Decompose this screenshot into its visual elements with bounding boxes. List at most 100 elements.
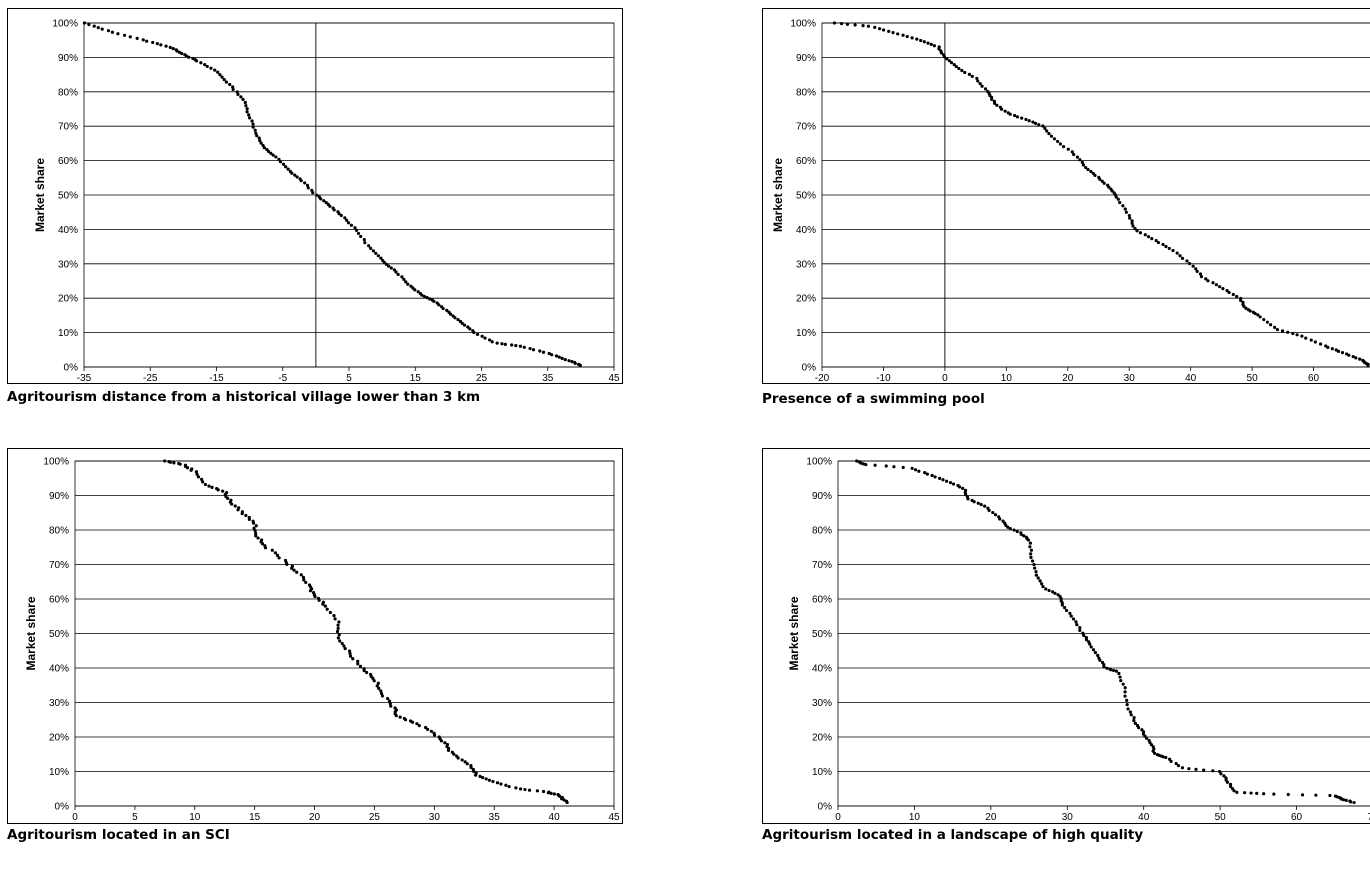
data-point	[1098, 658, 1102, 662]
data-point	[247, 113, 251, 117]
data-point	[1040, 582, 1044, 586]
data-point	[1058, 142, 1063, 146]
data-point	[1239, 298, 1243, 302]
data-point	[371, 249, 376, 253]
y-tick-label: 0%	[55, 802, 70, 813]
data-point	[241, 97, 245, 102]
data-point	[1262, 792, 1266, 796]
data-point	[1019, 532, 1023, 536]
data-point	[394, 270, 398, 274]
data-point	[554, 354, 559, 358]
data-point	[441, 306, 445, 311]
data-point	[832, 21, 837, 25]
data-point	[310, 188, 314, 192]
data-point	[1088, 642, 1092, 646]
data-point	[541, 350, 546, 354]
data-point	[1064, 608, 1069, 613]
data-point	[284, 165, 288, 169]
data-point	[1161, 755, 1165, 759]
data-point	[535, 789, 540, 793]
data-point	[301, 575, 306, 579]
data-point	[254, 524, 258, 528]
data-point	[351, 657, 355, 661]
data-point	[1164, 755, 1168, 760]
data-point	[1167, 246, 1171, 251]
data-point	[274, 155, 278, 159]
data-point	[389, 704, 393, 708]
data-point	[1265, 320, 1269, 324]
data-point	[887, 29, 891, 33]
data-point	[1171, 248, 1175, 253]
data-point	[271, 153, 275, 157]
data-point	[216, 70, 220, 74]
data-point	[1180, 256, 1185, 260]
data-point	[1249, 791, 1253, 795]
data-point	[1128, 710, 1132, 714]
data-point	[343, 216, 347, 220]
data-point	[1144, 736, 1149, 740]
data-point	[106, 29, 111, 33]
y-tick-label: 20%	[796, 294, 816, 305]
data-point	[495, 341, 499, 345]
data-point	[983, 87, 988, 91]
plot-border	[821, 22, 1370, 368]
data-point	[873, 25, 877, 30]
data-point	[356, 659, 360, 663]
y-tick-label: 50%	[58, 191, 78, 202]
data-point	[948, 481, 953, 485]
data-point	[923, 471, 927, 475]
y-tick-label: 100%	[790, 19, 816, 30]
data-point	[452, 752, 456, 756]
data-point	[1352, 800, 1356, 805]
x-tick-label: 60	[1291, 812, 1303, 823]
data-point	[531, 348, 536, 352]
y-tick-label: 10%	[58, 328, 78, 339]
data-point	[481, 776, 485, 780]
data-point	[286, 167, 290, 171]
data-point	[1081, 163, 1086, 167]
data-point	[1034, 570, 1038, 574]
data-point	[1286, 330, 1290, 334]
data-point	[285, 562, 289, 567]
x-tick-label: 50	[1215, 812, 1227, 823]
data-point	[932, 44, 937, 48]
data-point	[269, 151, 273, 155]
data-point	[1136, 725, 1141, 730]
data-point	[155, 42, 159, 46]
data-point	[487, 778, 491, 782]
data-point	[1024, 117, 1028, 122]
data-point	[1098, 177, 1102, 181]
x-tick-label: 10	[1001, 373, 1013, 383]
data-point	[1152, 751, 1157, 755]
data-point	[929, 42, 933, 46]
data-point	[340, 641, 344, 646]
data-point	[235, 90, 239, 94]
y-tick-label: 0%	[802, 363, 817, 374]
data-point	[371, 676, 375, 680]
y-tick-label: 0%	[818, 802, 833, 813]
data-point	[560, 356, 564, 360]
data-point	[967, 72, 972, 77]
data-point	[295, 570, 299, 574]
data-point	[200, 477, 204, 481]
data-point	[359, 234, 363, 239]
x-tick-label: -25	[143, 373, 158, 383]
data-point	[877, 27, 882, 31]
y-tick-label: 30%	[796, 259, 816, 270]
x-tick-label: 0	[835, 812, 841, 823]
y-tick-label: 40%	[796, 225, 816, 236]
x-tick-label: 45	[608, 812, 620, 823]
data-point	[1047, 131, 1051, 136]
y-tick-label: 90%	[49, 491, 69, 502]
x-tick-label: 20	[985, 812, 997, 823]
data-point	[944, 479, 949, 483]
data-point	[382, 260, 386, 265]
data-point	[1198, 272, 1203, 276]
data-point	[1015, 529, 1019, 534]
data-point	[1328, 793, 1332, 798]
y-axis-label: Market share	[787, 596, 801, 670]
data-point	[339, 213, 343, 218]
data-point	[499, 782, 503, 786]
data-point	[1045, 129, 1049, 133]
data-point	[942, 55, 946, 59]
